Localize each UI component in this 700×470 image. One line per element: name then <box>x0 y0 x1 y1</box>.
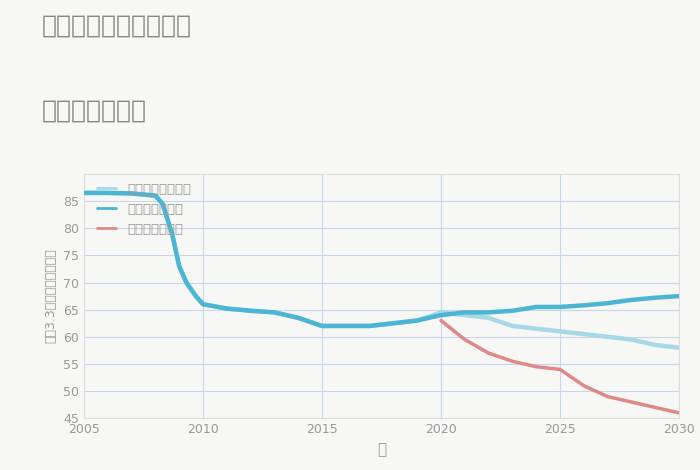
バッドシナリオ <box>580 383 588 389</box>
バッドシナリオ <box>508 359 517 364</box>
ノーマルシナリオ <box>158 201 167 207</box>
ノーマルシナリオ <box>556 329 564 334</box>
ノーマルシナリオ <box>437 310 445 315</box>
グッドシナリオ <box>484 310 493 315</box>
バッドシナリオ <box>627 399 636 405</box>
グッドシナリオ <box>158 201 167 207</box>
グッドシナリオ <box>365 323 374 329</box>
ノーマルシナリオ <box>413 318 421 323</box>
ノーマルシナリオ <box>651 342 659 348</box>
ノーマルシナリオ <box>127 191 136 196</box>
ノーマルシナリオ <box>294 315 302 321</box>
Text: 奈良県奈良市学園北の: 奈良県奈良市学園北の <box>42 14 192 38</box>
グッドシナリオ <box>192 293 200 299</box>
ノーマルシナリオ <box>168 231 176 236</box>
グッドシナリオ <box>508 308 517 313</box>
バッドシナリオ <box>532 364 540 369</box>
Line: バッドシナリオ: バッドシナリオ <box>441 321 679 413</box>
Legend: ノーマルシナリオ, グッドシナリオ, バッドシナリオ: ノーマルシナリオ, グッドシナリオ, バッドシナリオ <box>97 183 191 236</box>
グッドシナリオ <box>246 308 255 313</box>
ノーマルシナリオ <box>580 331 588 337</box>
グッドシナリオ <box>151 193 160 198</box>
グッドシナリオ <box>223 306 231 312</box>
ノーマルシナリオ <box>151 193 160 198</box>
バッドシナリオ <box>651 405 659 410</box>
グッドシナリオ <box>182 280 190 285</box>
ノーマルシナリオ <box>342 323 350 329</box>
ノーマルシナリオ <box>675 345 683 351</box>
X-axis label: 年: 年 <box>377 442 386 457</box>
グッドシナリオ <box>80 190 88 196</box>
ノーマルシナリオ <box>175 263 183 269</box>
ノーマルシナリオ <box>532 326 540 331</box>
グッドシナリオ <box>413 318 421 323</box>
グッドシナリオ <box>175 263 183 269</box>
ノーマルシナリオ <box>104 190 112 196</box>
グッドシナリオ <box>104 190 112 196</box>
Line: ノーマルシナリオ: ノーマルシナリオ <box>84 193 679 348</box>
ノーマルシナリオ <box>192 293 200 299</box>
バッドシナリオ <box>556 367 564 372</box>
ノーマルシナリオ <box>270 310 279 315</box>
ノーマルシナリオ <box>461 312 469 318</box>
バッドシナリオ <box>484 350 493 356</box>
ノーマルシナリオ <box>318 323 326 329</box>
グッドシナリオ <box>270 310 279 315</box>
ノーマルシナリオ <box>484 315 493 321</box>
グッドシナリオ <box>199 301 207 307</box>
バッドシナリオ <box>437 318 445 323</box>
Text: 土地の価格推移: 土地の価格推移 <box>42 99 147 123</box>
グッドシナリオ <box>651 295 659 300</box>
グッドシナリオ <box>580 303 588 308</box>
グッドシナリオ <box>294 315 302 321</box>
グッドシナリオ <box>675 293 683 299</box>
ノーマルシナリオ <box>223 306 231 312</box>
グッドシナリオ <box>461 310 469 315</box>
ノーマルシナリオ <box>365 323 374 329</box>
Y-axis label: 坪（3.3㎡）単価（万円）: 坪（3.3㎡）単価（万円） <box>45 249 57 344</box>
グッドシナリオ <box>603 300 612 306</box>
グッドシナリオ <box>389 321 398 326</box>
バッドシナリオ <box>603 394 612 399</box>
グッドシナリオ <box>532 304 540 310</box>
バッドシナリオ <box>675 410 683 415</box>
グッドシナリオ <box>127 191 136 196</box>
グッドシナリオ <box>342 323 350 329</box>
ノーマルシナリオ <box>389 321 398 326</box>
グッドシナリオ <box>627 297 636 303</box>
ノーマルシナリオ <box>246 308 255 313</box>
グッドシナリオ <box>318 323 326 329</box>
Line: グッドシナリオ: グッドシナリオ <box>84 193 679 326</box>
グッドシナリオ <box>437 312 445 318</box>
ノーマルシナリオ <box>199 301 207 307</box>
ノーマルシナリオ <box>603 334 612 340</box>
バッドシナリオ <box>461 337 469 342</box>
ノーマルシナリオ <box>80 190 88 196</box>
グッドシナリオ <box>556 304 564 310</box>
ノーマルシナリオ <box>182 280 190 285</box>
ノーマルシナリオ <box>627 337 636 342</box>
ノーマルシナリオ <box>508 323 517 329</box>
グッドシナリオ <box>168 231 176 236</box>
